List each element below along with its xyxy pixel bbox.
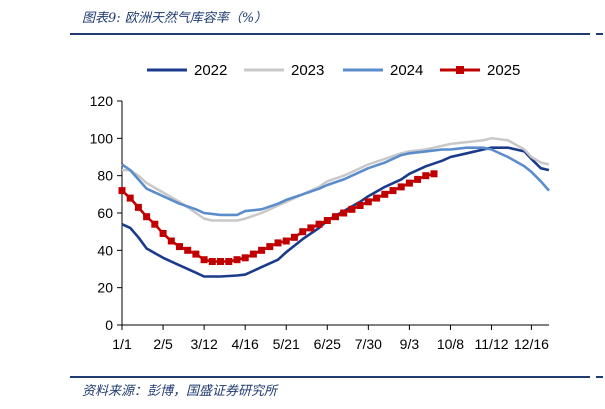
- series-marker-2025: [192, 250, 200, 258]
- series-marker-2025: [397, 183, 405, 191]
- y-tick-label: 80: [97, 168, 113, 184]
- series-marker-2025: [422, 172, 430, 180]
- series-marker-2025: [249, 250, 257, 258]
- y-tick-label: 120: [90, 93, 114, 109]
- series-marker-2025: [373, 194, 381, 202]
- legend-item-2025: 2025: [440, 62, 520, 79]
- x-tick-label: 10/8: [437, 336, 464, 352]
- series-marker-2025: [217, 258, 224, 265]
- series-marker-2025: [405, 179, 413, 187]
- x-tick-label: 7/30: [355, 336, 382, 352]
- series-marker-2025: [307, 224, 315, 232]
- series-marker-2025: [176, 243, 183, 251]
- y-tick-label: 60: [97, 205, 113, 221]
- series-marker-2025: [381, 190, 389, 198]
- series-marker-2025: [118, 187, 126, 195]
- x-tick-label: 5/21: [273, 336, 300, 352]
- series-layer: [118, 137, 550, 278]
- series-marker-2025: [208, 258, 216, 265]
- series-marker-2025: [282, 237, 290, 245]
- bottom-rule-mark: [596, 376, 603, 378]
- series-line-2022: [121, 146, 550, 278]
- x-tick-label: 4/16: [232, 336, 259, 352]
- series-marker-2025: [233, 256, 241, 264]
- series-marker-2025: [340, 209, 348, 217]
- legend: 2022 2023 2024 2025: [147, 62, 520, 79]
- source-note: 资料来源：彭博，国盛证券研究所: [82, 384, 278, 399]
- y-tick-label: 40: [97, 242, 113, 258]
- legend-item-2024: 2024: [343, 62, 423, 79]
- x-tick-label: 11/12: [475, 336, 509, 352]
- series-marker-2025: [134, 203, 142, 211]
- series-marker-2025: [184, 246, 192, 254]
- series-marker-2025: [315, 220, 323, 228]
- series-marker-2025: [167, 237, 175, 245]
- series-marker-2025: [241, 254, 249, 262]
- series-marker-2025: [290, 233, 298, 241]
- legend-label-2025: 2025: [487, 62, 520, 79]
- series-marker-2025: [258, 246, 266, 254]
- series-marker-2025: [159, 230, 167, 237]
- series-marker-2025: [225, 258, 233, 265]
- x-tick-label: 12/16: [514, 336, 549, 352]
- x-tick-label: 6/25: [314, 336, 341, 352]
- series-marker-2025: [389, 187, 397, 195]
- series-marker-2025: [332, 213, 339, 221]
- chart-title: 图表9: 欧洲天然气库容率（%）: [82, 11, 268, 26]
- series-marker-2025: [266, 243, 274, 251]
- series-marker-2025: [356, 202, 364, 209]
- legend-label-2024: 2024: [390, 62, 423, 79]
- y-tick-label: 20: [97, 280, 113, 296]
- legend-item-2022: 2022: [147, 62, 227, 79]
- series-marker-2025: [323, 217, 331, 224]
- x-tick-label: 2/5: [153, 336, 173, 352]
- series-marker-2025: [348, 205, 356, 213]
- series-marker-2025: [274, 239, 282, 247]
- top-rule-mark: [596, 33, 603, 35]
- y-tick-label: 0: [105, 317, 113, 333]
- legend-label-2023: 2023: [291, 62, 324, 79]
- y-tick-label: 100: [90, 130, 114, 146]
- series-marker-2025: [143, 213, 151, 221]
- legend-item-2023: 2023: [244, 62, 324, 79]
- legend-label-2022: 2022: [194, 62, 227, 79]
- series-marker-2025: [430, 170, 438, 178]
- x-tick-label: 3/12: [190, 336, 217, 352]
- series-marker-2025: [200, 256, 208, 264]
- x-tick-label: 9/3: [400, 336, 420, 352]
- x-tick-label: 1/1: [112, 336, 132, 352]
- axes: 0 20 40 60 80 100 120 1/1 2/5 3/12 4/16 5/21 6/25 7/3…: [90, 93, 549, 352]
- bottom-rule: [70, 376, 590, 378]
- series-line-2024: [121, 146, 550, 217]
- series-marker-2025: [364, 198, 372, 206]
- series-marker-2025: [151, 220, 159, 228]
- series-marker-2025: [414, 175, 422, 183]
- series-line-2023: [122, 137, 550, 222]
- series-marker-2025: [299, 228, 307, 236]
- top-rule: [70, 33, 590, 35]
- series-marker-2025: [126, 194, 134, 202]
